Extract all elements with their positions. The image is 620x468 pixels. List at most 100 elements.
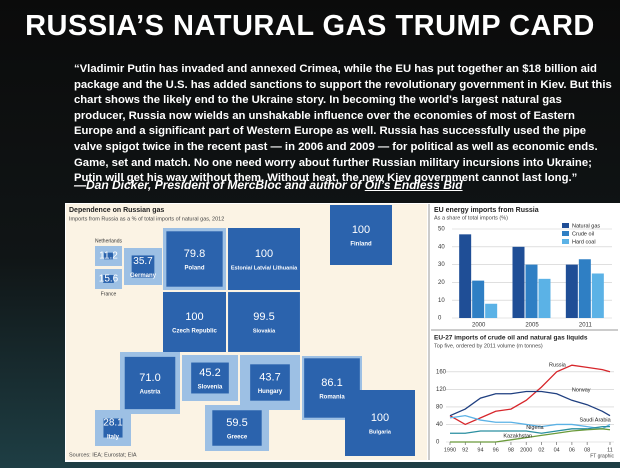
line [450, 428, 611, 443]
y-tick-label: 30 [438, 262, 445, 268]
country-name: Finland [350, 242, 372, 248]
book-title: Oil’s Endless Bid [364, 178, 463, 192]
chart-subtitle: As a share of total imports (%) [434, 215, 508, 221]
x-tick-label: 2000 [520, 447, 532, 453]
source: FT graphic [590, 453, 614, 459]
country-square [228, 292, 300, 352]
quote: “Vladimir Putin has invaded and annexed … [74, 63, 612, 185]
country-name: Netherlands [95, 238, 122, 244]
country-name: Greece [227, 435, 248, 441]
y-tick-label: 50 [438, 227, 445, 233]
chart-title: EU energy imports from Russia [434, 207, 539, 214]
bar [565, 264, 578, 318]
bar [472, 280, 485, 318]
country-name: Romania [319, 395, 345, 401]
country-name: France [101, 291, 117, 297]
bar [485, 303, 498, 318]
country-name: Slovenia [198, 385, 223, 391]
chart-subtitle: Top five, ordered by 2011 volume (m tonn… [434, 343, 543, 349]
country-square [131, 255, 155, 278]
legend-label: Natural gas [572, 223, 600, 229]
x-tick-label: 04 [554, 447, 560, 453]
x-tick-label: 92 [462, 447, 468, 453]
value-label: 59.5 [226, 417, 247, 429]
y-tick-label: 0 [436, 440, 440, 446]
legend-label: Crude oil [572, 231, 594, 237]
x-tick-label: 98 [508, 447, 514, 453]
value-label: 45.2 [199, 367, 220, 379]
value-label: 86.1 [321, 377, 342, 389]
country-square [250, 364, 290, 401]
y-tick-label: 160 [436, 369, 447, 375]
y-tick-label: 0 [438, 316, 442, 322]
bar [591, 273, 604, 318]
x-tick-label: 06 [569, 447, 575, 453]
series-label: Russia [549, 363, 567, 369]
chart-title: EU-27 imports of crude oil and natural g… [434, 335, 588, 342]
series-label: Saudi Arabia [580, 418, 612, 424]
series-label: Norway [572, 388, 591, 394]
country-square [103, 418, 123, 438]
value-label: 15.6 [99, 274, 119, 285]
country-name: Austria [140, 390, 161, 396]
value-label: 11.2 [99, 251, 118, 262]
legend-swatch [562, 223, 569, 228]
value-label: 100 [371, 412, 389, 424]
x-tick-label: 11 [607, 447, 613, 453]
line [449, 415, 611, 430]
bar [512, 246, 525, 318]
legend-label: Hard coal [572, 239, 596, 245]
country-square [191, 362, 229, 394]
y-tick-label: 40 [438, 244, 445, 250]
line [450, 425, 610, 434]
legend-swatch [562, 239, 569, 244]
country-square [228, 228, 300, 290]
chart-subtitle: Imports from Russia as a % of total impo… [69, 216, 224, 222]
y-tick-label: 10 [438, 298, 445, 304]
y-tick-label: 120 [436, 387, 447, 393]
country-square [103, 275, 114, 283]
x-tick-label: 2011 [579, 323, 593, 329]
value-label: 71.0 [139, 372, 160, 384]
bar [525, 264, 538, 318]
country-name: Germany [130, 273, 157, 279]
chart-title: Dependence on Russian gas [69, 207, 164, 214]
value-label: 100 [255, 248, 273, 260]
x-tick-label: 02 [538, 447, 544, 453]
value-label: 28.1 [103, 418, 123, 429]
y-tick-label: 80 [436, 404, 443, 410]
country-square [166, 231, 223, 287]
slide-title: RUSSIA’S NATURAL GAS TRUMP CARD [25, 10, 595, 42]
y-tick-label: 20 [438, 280, 445, 286]
value-label: 35.7 [133, 256, 153, 267]
country-name: Estonia/ Latvia/ Lithuania [231, 265, 298, 271]
series-label: Kazakhstan [503, 433, 532, 439]
x-tick-label: 2000 [472, 323, 486, 329]
legend-swatch [562, 231, 569, 236]
attribution: —Dan Dicker, President of MercBloc and a… [74, 178, 463, 192]
country-square [345, 390, 415, 456]
country-name: Slovakia [253, 328, 276, 334]
attribution-text: —Dan Dicker, President of MercBloc and a… [74, 178, 365, 192]
country-name: Czech Republic [172, 329, 217, 335]
country-square [330, 205, 392, 265]
country-name: Bulgaria [369, 429, 392, 435]
country-square [212, 410, 262, 446]
country-name: Hungary [258, 389, 283, 395]
y-tick-label: 40 [436, 422, 443, 428]
x-tick-label: 1990 [444, 447, 456, 453]
country-square [103, 252, 114, 260]
country-square [163, 292, 226, 352]
value-label: 43.7 [259, 371, 280, 383]
value-label: 99.5 [253, 311, 274, 323]
country-square [124, 356, 176, 410]
x-tick-label: 94 [477, 447, 483, 453]
x-tick-label: 08 [584, 447, 590, 453]
value-label: 79.8 [184, 248, 205, 260]
line [449, 390, 611, 417]
series-label: Nigeria [526, 425, 544, 431]
source: Sources: IEA; Eurostat; EIA [69, 452, 137, 458]
bar [578, 259, 591, 318]
